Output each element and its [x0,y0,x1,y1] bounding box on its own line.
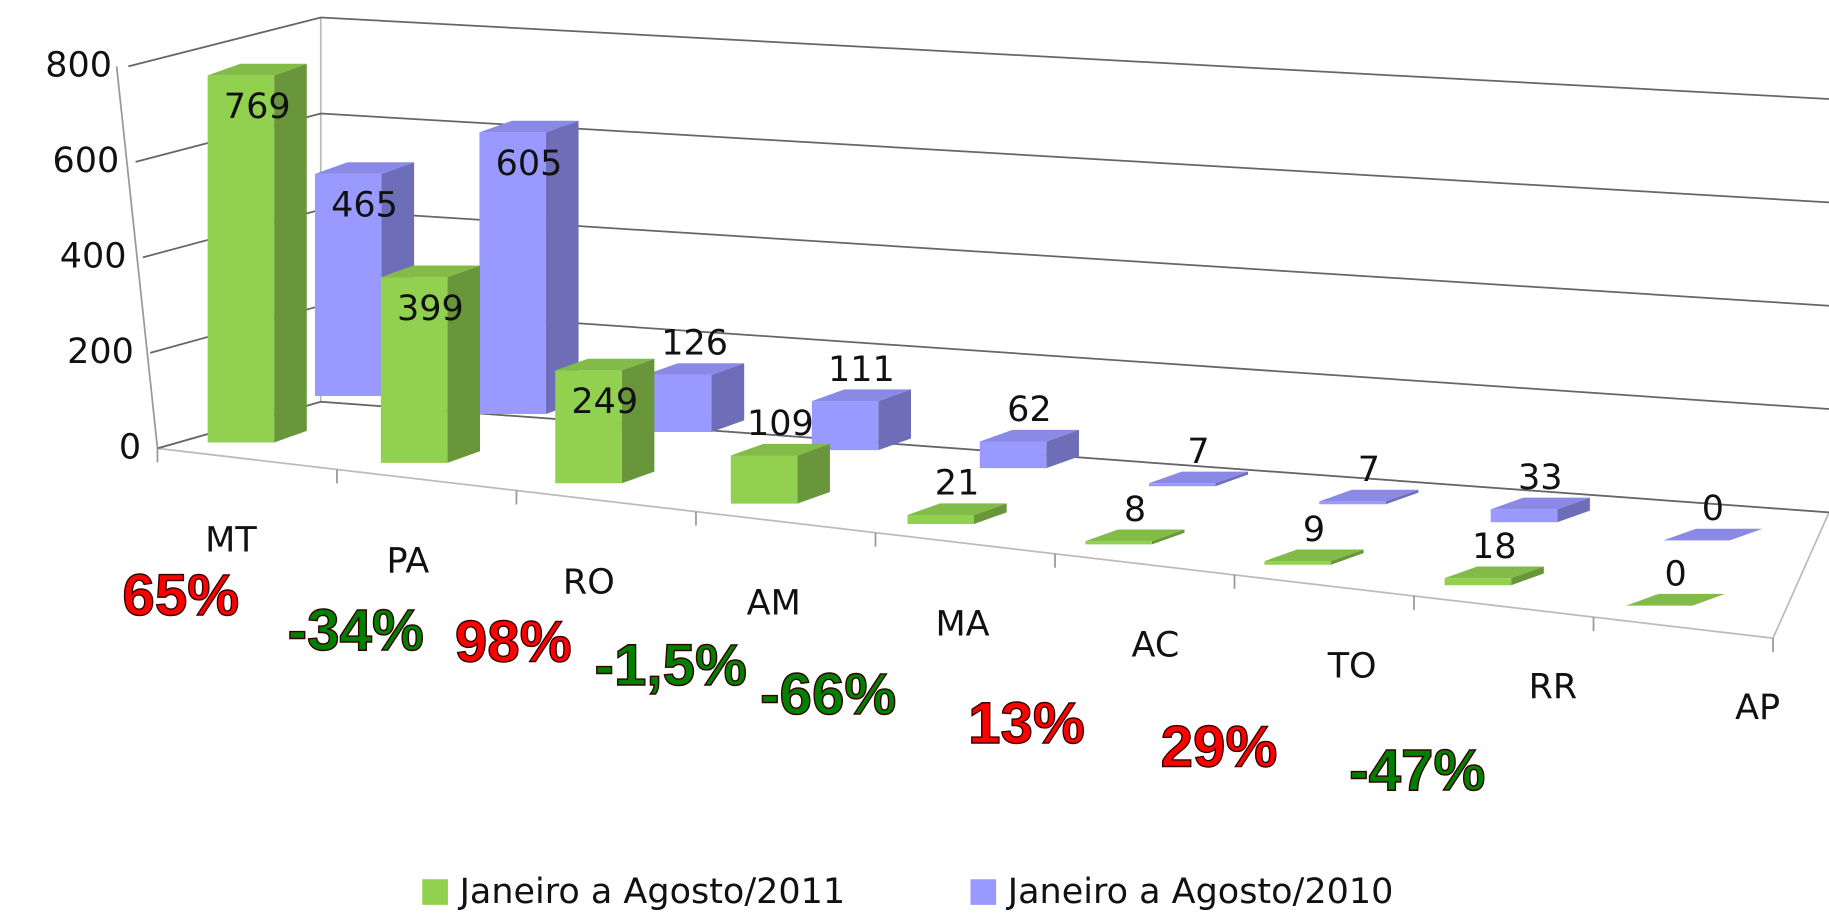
y-axis [115,66,159,449]
bar-side [447,265,480,463]
y-tick-label: 600 [52,141,119,181]
bar [314,173,382,396]
change-label: -47% [1349,738,1485,803]
bar [811,401,879,451]
bar-side [621,358,655,484]
value-label: 21 [935,464,980,504]
grid-line [135,112,1829,204]
change-label: -66% [760,662,896,727]
bar-side [878,389,912,451]
legend-swatch [422,879,448,905]
x-tick-label: RR [1529,667,1578,707]
bar-top [979,429,1079,442]
bar-top [1319,489,1419,502]
bar [730,455,798,504]
bar-top [1085,529,1185,542]
bar-top [1626,593,1726,606]
bar-side [1511,566,1544,586]
bar [1085,541,1152,545]
bar-side [711,363,745,433]
change-label: 98% [455,610,572,675]
change-label: 13% [968,691,1085,756]
bar-side [973,503,1007,525]
bar [1490,509,1558,523]
bar-top [907,503,1007,516]
bar-top [555,358,655,371]
bar-top [314,162,415,174]
y-tick-label: 200 [67,332,134,372]
value-label: 8 [1124,490,1146,530]
bar-top [380,265,480,278]
change-label: -1,5% [595,633,747,698]
x-tick-label: MA [935,604,989,644]
value-label: 111 [828,350,895,390]
bar [907,515,974,525]
value-label: 18 [1472,527,1517,567]
bar-top [1264,549,1364,562]
bar [1319,501,1386,505]
bar [479,132,546,414]
value-label: 62 [1007,390,1052,430]
bar [380,277,448,463]
bar-top [811,389,912,402]
x-tick-label: AP [1735,688,1780,728]
value-label: 7 [1358,450,1380,490]
x-tick-label: AM [747,583,801,623]
bar-side [1215,471,1249,487]
bar [1148,483,1216,487]
value-label: 9 [1303,510,1325,550]
bar-top [207,63,307,76]
bar-side [1557,497,1590,523]
y-tick-label: 400 [60,236,127,276]
legend-swatch [970,879,997,905]
bar-top [1148,471,1249,484]
value-label: 0 [1664,554,1686,594]
bar-top [645,363,745,375]
value-label: 109 [747,404,814,444]
x-tick-label: PA [387,541,430,581]
bar-top [1663,528,1763,541]
bar-top [730,443,830,456]
bar-side [1151,529,1185,545]
bar-top [1490,497,1590,510]
bar [555,370,622,484]
bar-top [479,120,579,133]
value-label: 399 [397,289,464,329]
value-label: 465 [331,186,398,226]
change-label: 65% [122,563,239,628]
bar-side [1046,429,1079,469]
value-label: 0 [1702,489,1724,529]
value-label: 769 [224,87,291,127]
legend-label: Janeiro a Agosto/2010 [1006,872,1394,912]
x-tick-label: RO [563,562,615,602]
bar-side [1330,549,1364,565]
x-tick-label: TO [1327,646,1377,686]
x-tick-label: MT [205,521,257,561]
bar [645,374,712,433]
bar-side [797,443,830,504]
bar [1264,561,1331,565]
x-tick-label: AC [1132,625,1180,665]
bar [1444,578,1512,586]
value-label: 249 [571,382,638,422]
bar-side [274,63,307,443]
change-label: 29% [1161,715,1278,780]
value-label: 7 [1187,432,1209,472]
value-label: 605 [496,144,563,184]
bar [979,441,1047,469]
value-label: 126 [661,324,728,364]
y-tick-label: 800 [45,45,112,85]
grid-line [128,16,1829,100]
bar-top [1444,566,1544,579]
y-tick-label: 0 [119,427,141,467]
value-label: 33 [1518,458,1563,498]
bar-side [545,120,579,414]
change-label: -34% [288,598,424,663]
bar [207,75,275,443]
legend-label: Janeiro a Agosto/2011 [458,872,846,912]
bar-side [1385,489,1419,505]
